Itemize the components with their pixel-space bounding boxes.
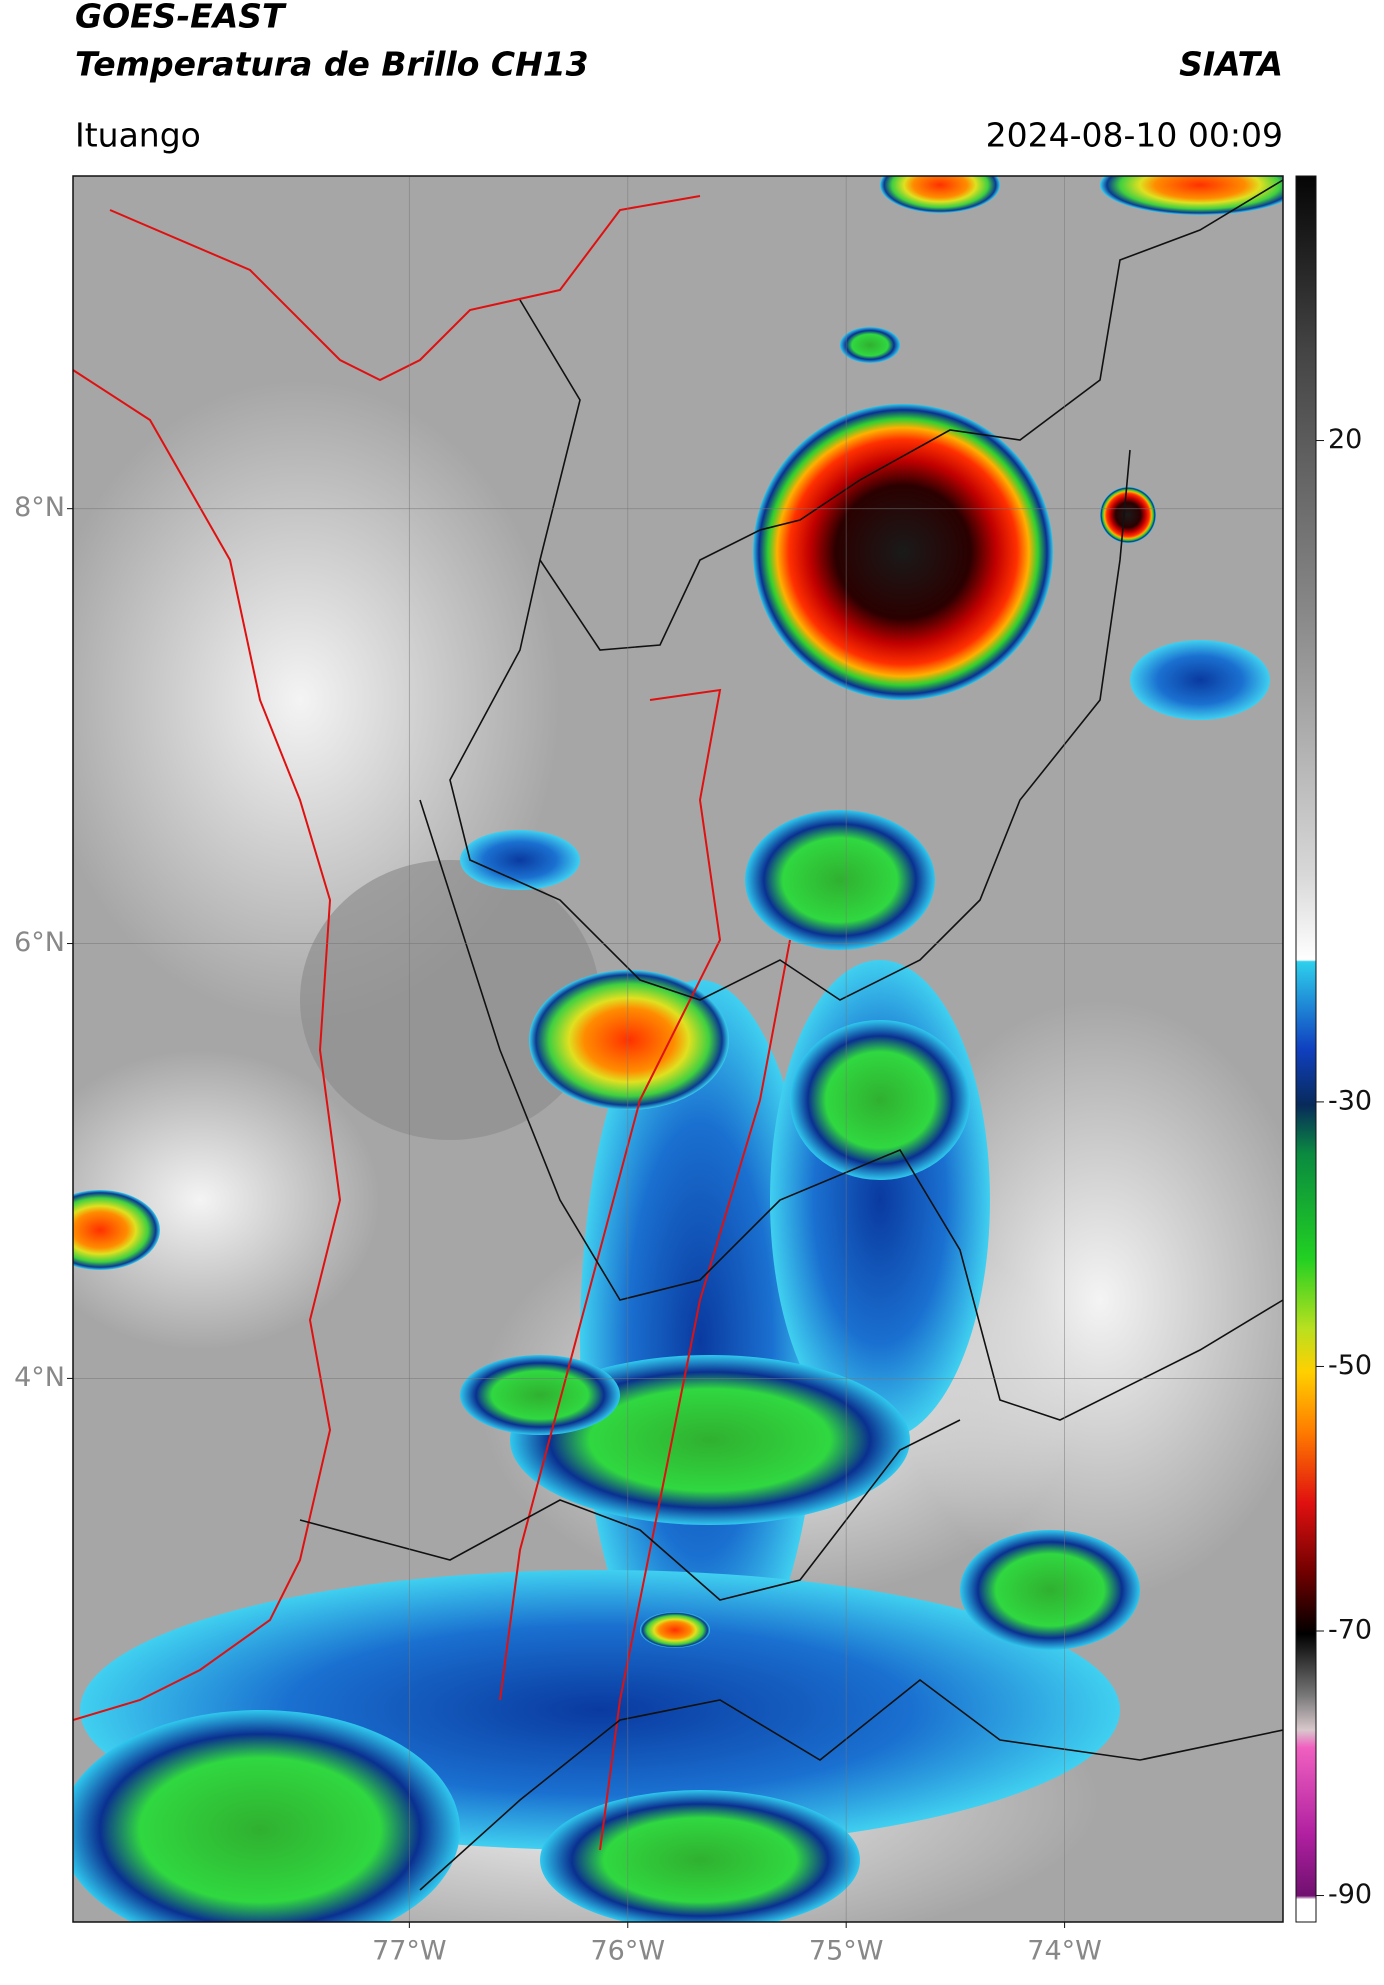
x-tick-label: 76°W <box>590 1936 665 1967</box>
x-tick-label: 77°W <box>372 1936 447 1967</box>
grid <box>73 176 1283 1922</box>
colorbar-tick-label: -30 <box>1328 1085 1372 1116</box>
title: GOES-EAST <box>75 0 287 36</box>
y-tick-label: 6°N <box>14 927 65 958</box>
brand: SIATA <box>1179 45 1283 84</box>
x-tick-label: 74°W <box>1027 1936 1102 1967</box>
x-tick-label: 75°W <box>809 1936 884 1967</box>
colorbar-tick-label: 20 <box>1328 424 1362 455</box>
datetime: 2024-08-10 00:09 <box>986 116 1283 155</box>
location: Ituango <box>75 116 201 155</box>
satellite-image <box>73 176 1283 1922</box>
colorbar-tick-label: -70 <box>1328 1615 1372 1646</box>
map-frame <box>72 175 1284 1923</box>
colorbar-tick-label: -50 <box>1328 1350 1372 1381</box>
colorbar <box>1295 175 1317 1923</box>
subtitle: Temperatura de Brillo CH13 <box>75 45 589 84</box>
y-tick-label: 4°N <box>14 1362 65 1393</box>
y-tick-label: 8°N <box>14 492 65 523</box>
colorbar-tick-label: -90 <box>1328 1879 1372 1910</box>
